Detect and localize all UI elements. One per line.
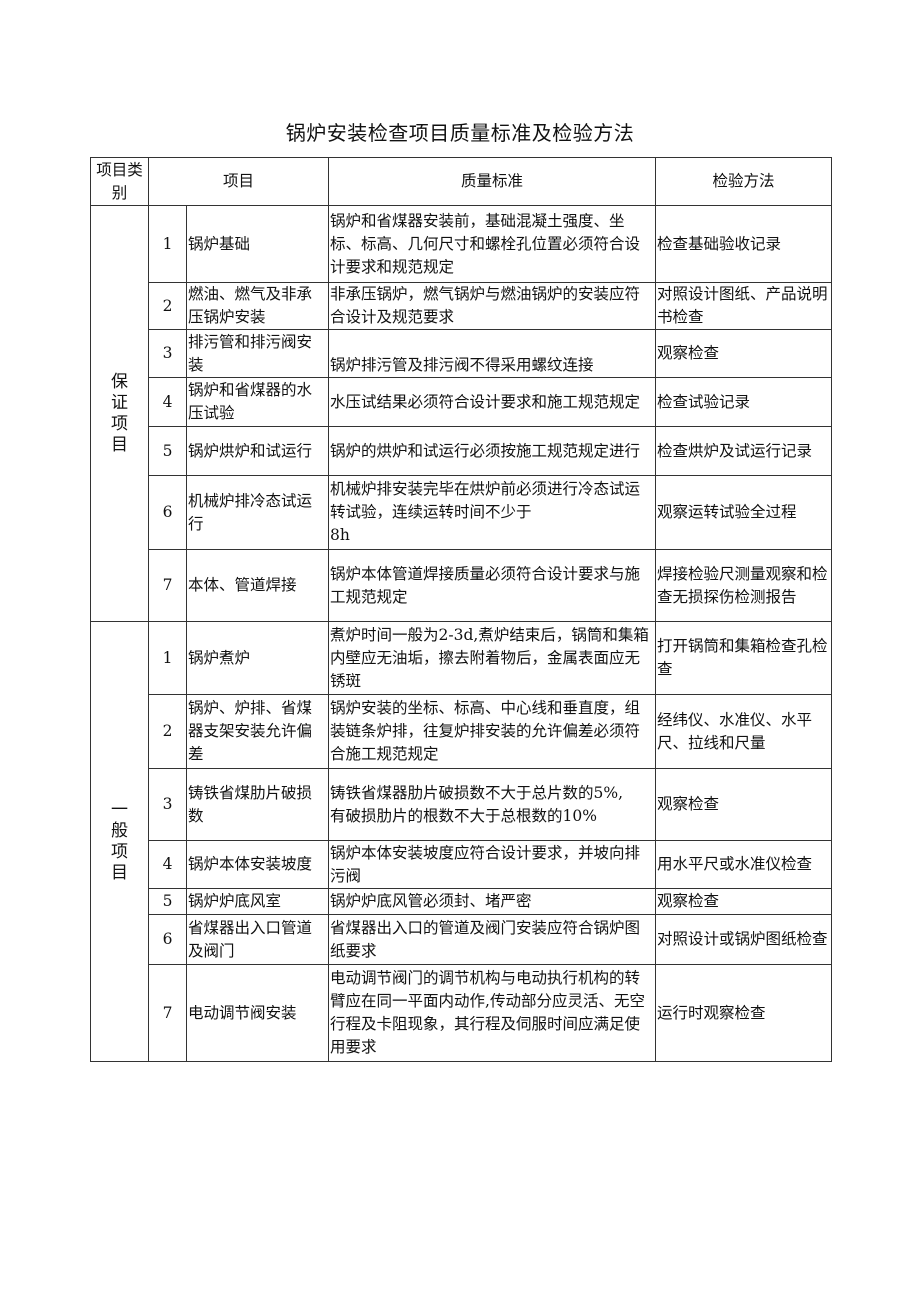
item-cell: 锅炉基础 bbox=[185, 205, 330, 283]
table-row: 5 锅炉炉底风室 锅炉炉底风管必须封、堵严密 观察检查 bbox=[91, 888, 833, 915]
table-row: 3 铸铁省煤肋片破损数 铸铁省煤器肋片破损数不大于总片数的5%, 有破损肋片的根数不… bbox=[91, 768, 833, 841]
item-cell: 锅炉烘炉和试运行 bbox=[185, 426, 330, 476]
row-number: 3 bbox=[148, 768, 187, 841]
standard-cell: 锅炉本体管道焊接质量必须符合设计要求与施工规范规定 bbox=[328, 549, 657, 622]
table-row: 2 燃油、燃气及非承压锅炉安装 非承压锅炉，燃气锅炉与燃油锅炉的安装应符合设计及规范… bbox=[91, 282, 833, 330]
standard-cell: 铸铁省煤器肋片破损数不大于总片数的5%, 有破损肋片的根数不大于总根数的10% bbox=[328, 768, 657, 841]
standard-cell: 锅炉安装的坐标、标高、中心线和垂直度，组装链条炉排，往复炉排安装的允许偏差必须符… bbox=[328, 694, 657, 769]
standard-cell: 锅炉的烘炉和试运行必须按施工规范规定进行 bbox=[328, 426, 657, 476]
page-title: 锅炉安装检查项目质量标准及检验方法 bbox=[285, 121, 635, 145]
method-cell: 观察检查 bbox=[655, 768, 833, 841]
row-number: 7 bbox=[148, 964, 187, 1062]
row-number: 3 bbox=[148, 329, 187, 378]
method-cell: 焊接检验尺测量观察和检查无损探伤检测报告 bbox=[655, 549, 833, 622]
table-row: 4 锅炉和省煤器的水压试验 水压试结果必须符合设计要求和施工规范规定 检查试验记录 bbox=[91, 377, 833, 427]
table-row: 7 电动调节阀安装 电动调节阀门的调节机构与电动执行机构的转臂应在同一平面内动作,传… bbox=[91, 964, 833, 1062]
method-cell: 打开锅筒和集箱检查孔检查 bbox=[655, 621, 833, 695]
category-label: 一般项目 bbox=[111, 799, 128, 883]
method-cell: 检查试验记录 bbox=[655, 377, 833, 427]
row-number: 5 bbox=[148, 426, 187, 476]
item-cell: 锅炉煮炉 bbox=[185, 621, 330, 695]
table-row: 6 机械炉排冷态试运行 机械炉排安装完毕在烘炉前必须进行冷态试运转试验，连续运转时间… bbox=[91, 475, 833, 550]
method-cell: 检查烘炉及试运行记录 bbox=[655, 426, 833, 476]
method-cell: 对照设计或锅炉图纸检查 bbox=[655, 914, 833, 965]
method-cell: 用水平尺或水准仪检查 bbox=[655, 840, 833, 889]
item-cell: 省煤器出入口管道及阀门 bbox=[185, 914, 330, 965]
item-cell: 本体、管道焊接 bbox=[185, 549, 330, 622]
table-row: 2 锅炉、炉排、省煤器支架安装允许偏差 锅炉安装的坐标、标高、中心线和垂直度，组装链… bbox=[91, 694, 833, 769]
category-cell: 保证项目 bbox=[90, 205, 149, 622]
standard-cell: 锅炉炉底风管必须封、堵严密 bbox=[328, 888, 657, 915]
header-item: 项目 bbox=[147, 157, 330, 206]
row-number: 5 bbox=[148, 888, 187, 915]
item-cell: 排污管和排污阀安装 bbox=[185, 329, 330, 378]
row-number: 1 bbox=[148, 205, 187, 283]
method-cell: 经纬仪、水准仪、水平尺、拉线和尺量 bbox=[655, 694, 833, 769]
item-cell: 锅炉炉底风室 bbox=[185, 888, 330, 915]
standard-cell: 水压试结果必须符合设计要求和施工规范规定 bbox=[328, 377, 657, 427]
row-number: 1 bbox=[148, 621, 187, 695]
item-cell: 机械炉排冷态试运行 bbox=[185, 475, 330, 550]
item-cell: 锅炉本体安装坡度 bbox=[185, 840, 330, 889]
standard-cell: 锅炉排污管及排污阀不得采用螺纹连接 bbox=[328, 329, 657, 378]
table-row: 7 本体、管道焊接 锅炉本体管道焊接质量必须符合设计要求与施工规范规定 焊接检验尺测量… bbox=[91, 549, 833, 622]
standard-cell: 锅炉和省煤器安装前，基础混凝土强度、坐标、标高、几何尺寸和螺栓孔位置必须符合设计… bbox=[328, 205, 657, 283]
inspection-table: 项目类别 项目 质量标准 检验方法 保证项目 1 锅炉基础 锅炉和省煤器安装前，基础混… bbox=[90, 157, 833, 1062]
standard-cell: 电动调节阀门的调节机构与电动执行机构的转臂应在同一平面内动作,传动部分应灵活、无… bbox=[328, 964, 657, 1062]
table-row: 3 排污管和排污阀安装 锅炉排污管及排污阀不得采用螺纹连接 观察检查 bbox=[91, 329, 833, 378]
row-number: 2 bbox=[148, 694, 187, 769]
standard-cell: 非承压锅炉，燃气锅炉与燃油锅炉的安装应符合设计及规范要求 bbox=[328, 282, 657, 330]
table-row: 保证项目 1 锅炉基础 锅炉和省煤器安装前，基础混凝土强度、坐标、标高、几何尺寸和螺栓… bbox=[90, 205, 833, 622]
row-number: 6 bbox=[148, 914, 187, 965]
table-header-row: 项目类别 项目 质量标准 检验方法 bbox=[90, 157, 833, 206]
row-number: 2 bbox=[148, 282, 187, 330]
table-row: 6 省煤器出入口管道及阀门 省煤器出入口的管道及阀门安装应符合锅炉图纸要求 对照设计或… bbox=[91, 914, 833, 965]
method-cell: 检查基础验收记录 bbox=[655, 205, 833, 283]
table-row: 一般项目 1 锅炉煮炉 煮炉时间一般为2-3d,煮炉结束后，锅筒和集箱内壁应无油垢，擦… bbox=[90, 621, 833, 1062]
standard-cell: 煮炉时间一般为2-3d,煮炉结束后，锅筒和集箱内壁应无油垢，擦去附着物后，金属表… bbox=[328, 621, 657, 695]
method-cell: 对照设计图纸、产品说明书检查 bbox=[655, 282, 833, 330]
item-cell: 锅炉、炉排、省煤器支架安装允许偏差 bbox=[185, 694, 330, 769]
row-number: 4 bbox=[148, 377, 187, 427]
standard-cell: 省煤器出入口的管道及阀门安装应符合锅炉图纸要求 bbox=[328, 914, 657, 965]
header-category: 项目类别 bbox=[90, 157, 149, 206]
item-cell: 锅炉和省煤器的水压试验 bbox=[185, 377, 330, 427]
item-cell: 电动调节阀安装 bbox=[185, 964, 330, 1062]
header-method: 检验方法 bbox=[655, 157, 833, 206]
row-number: 7 bbox=[148, 549, 187, 622]
standard-cell: 锅炉本体安装坡度应符合设计要求，并坡向排污阀 bbox=[328, 840, 657, 889]
standard-cell: 机械炉排安装完毕在烘炉前必须进行冷态试运转试验，连续运转时间不少于 8h bbox=[328, 475, 657, 550]
header-standard: 质量标准 bbox=[328, 157, 657, 206]
category-label: 保证项目 bbox=[111, 371, 128, 455]
method-cell: 运行时观察检查 bbox=[655, 964, 833, 1062]
method-cell: 观察检查 bbox=[655, 329, 833, 378]
row-number: 4 bbox=[148, 840, 187, 889]
method-cell: 观察运转试验全过程 bbox=[655, 475, 833, 550]
table-row: 5 锅炉烘炉和试运行 锅炉的烘炉和试运行必须按施工规范规定进行 检查烘炉及试运行记录 bbox=[91, 426, 833, 476]
row-number: 6 bbox=[148, 475, 187, 550]
item-cell: 铸铁省煤肋片破损数 bbox=[185, 768, 330, 841]
method-cell: 观察检查 bbox=[655, 888, 833, 915]
category-cell: 一般项目 bbox=[90, 621, 149, 1062]
item-cell: 燃油、燃气及非承压锅炉安装 bbox=[185, 282, 330, 330]
table-row: 4 锅炉本体安装坡度 锅炉本体安装坡度应符合设计要求，并坡向排污阀 用水平尺或水准仪检… bbox=[91, 840, 833, 889]
